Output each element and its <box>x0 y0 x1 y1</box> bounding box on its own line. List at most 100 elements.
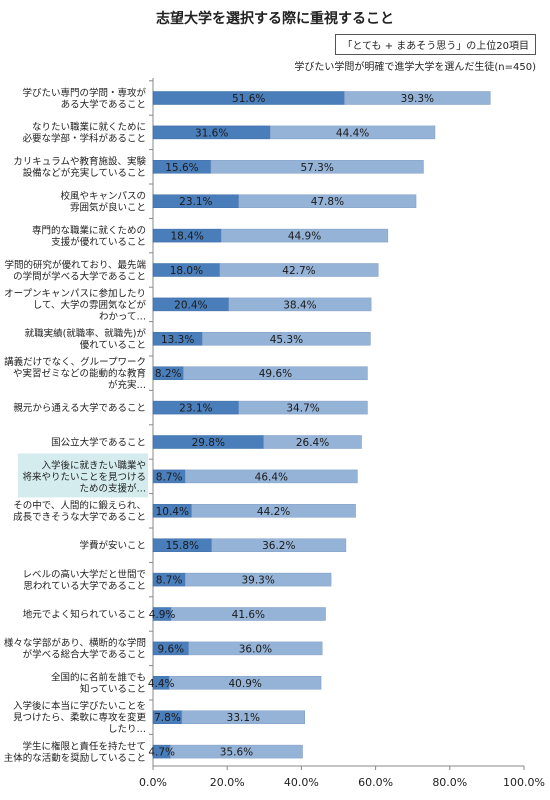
category-label: 国公立大学であること <box>51 437 146 449</box>
category-label: 入学後に就きたい職業や将来やりたいことを見つけるための支援が… <box>22 459 146 494</box>
category-label: 入学後に本当に学びたいことを見つけたら、柔軟に専攻を変更したり… <box>13 700 147 735</box>
data-label-totemo: 51.6% <box>232 93 265 105</box>
category-label-line: 様々な学部があり、横断的な学問 <box>4 637 146 649</box>
category-label-line: 入学後に就きたい職業や <box>41 459 146 471</box>
x-tick-label: 100.0% <box>503 776 545 789</box>
x-tick-label: 60.0% <box>358 776 393 789</box>
data-label-maa: 57.3% <box>300 162 333 174</box>
data-label-maa: 33.1% <box>227 712 260 724</box>
bar-maa <box>181 710 305 724</box>
category-label-line: 主体的な活動を奨励していること <box>4 752 146 764</box>
x-tick-label: 40.0% <box>284 776 319 789</box>
category-label-line: 学費が安いこと <box>79 540 146 552</box>
data-label-totemo: 20.4% <box>174 299 207 311</box>
bar-maa <box>169 676 322 690</box>
data-label-totemo: 31.6% <box>195 127 228 139</box>
data-label-maa: 34.7% <box>286 403 319 415</box>
category-label: オープンキャンパスに参加したりして、大学の雰囲気などがわかって… <box>4 287 146 322</box>
bar-maa <box>219 263 379 277</box>
data-label-maa: 46.4% <box>255 471 288 483</box>
category-label-line: 親元から通える大学であること <box>13 402 146 414</box>
category-label-line: 学問的研究が優れており、最先端 <box>4 259 146 271</box>
data-label-maa: 36.2% <box>262 540 295 552</box>
category-label-line: わかって… <box>99 311 146 322</box>
data-label-totemo: 18.4% <box>170 231 203 243</box>
category-label-line: して、大学の雰囲気などが <box>33 299 147 311</box>
bar-maa <box>344 91 491 105</box>
bar-maa <box>170 607 326 621</box>
bar-maa <box>211 538 347 552</box>
data-label-totemo: 7.8% <box>154 712 181 724</box>
x-tick-label: 20.0% <box>210 776 245 789</box>
category-label: 校風やキャンパスの雰囲気が良いこと <box>60 190 146 214</box>
chart-title: 志望大学を選択する際に重視すること <box>156 11 394 27</box>
data-label-maa: 38.4% <box>283 299 316 311</box>
category-label-line: の学問が学べる大学であること <box>13 270 146 282</box>
data-label-totemo: 18.0% <box>170 265 203 277</box>
x-tick-label: 80.0% <box>432 776 467 789</box>
category-label-line: 必要な学部・学科があること <box>22 133 146 145</box>
category-label-line: 支援が優れていること <box>51 236 146 248</box>
bar-maa <box>238 194 417 208</box>
category-label-line: ある大学であること <box>61 98 146 110</box>
data-label-totemo: 15.8% <box>166 540 199 552</box>
category-label: 学費が安いこと <box>79 540 146 552</box>
category-label-line: 優れていること <box>80 339 146 351</box>
category-label-line: 入学後に本当に学びたいことを <box>13 700 146 712</box>
data-label-totemo: 9.6% <box>157 643 184 655</box>
category-label-line: 就職実績(就職率、就職先)が <box>25 328 147 340</box>
category-label: 様々な学部があり、横断的な学問が学べる総合大学であること <box>4 637 146 661</box>
bar-maa <box>191 504 356 518</box>
category-label-line: 設備などが充実していること <box>23 167 146 179</box>
bar-maa <box>183 366 368 380</box>
data-label-maa: 47.8% <box>311 196 344 208</box>
category-label-line: 全国的に名前を誰でも <box>51 672 146 684</box>
category-label-line: が充実… <box>108 379 146 391</box>
category-label-line: その中で、人間的に鍛えられ、 <box>13 500 146 512</box>
data-label-maa: 44.9% <box>288 231 321 243</box>
data-label-maa: 42.7% <box>282 265 315 277</box>
bar-maa <box>202 332 371 346</box>
category-label-line: 国公立大学であること <box>51 437 146 449</box>
data-label-totemo: 23.1% <box>179 196 212 208</box>
category-label-line: 成長できそうな大学であること <box>13 511 146 523</box>
category-label: レベルの高い大学だと世間で思われている大学であること <box>22 568 146 592</box>
data-label-totemo: 4.9% <box>149 609 176 621</box>
data-label-maa: 49.6% <box>259 368 292 380</box>
data-label-maa: 36.0% <box>239 643 272 655</box>
bar-maa <box>210 160 424 174</box>
category-label: なりたい職業に就くために必要な学部・学科があること <box>22 121 146 145</box>
category-label: 講義だけでなく、グループワークや実習ゼミなどの能動的な教育が充実… <box>4 356 146 391</box>
data-label-maa: 35.6% <box>220 747 253 759</box>
data-label-totemo: 15.6% <box>165 162 198 174</box>
bar-maa <box>170 744 303 759</box>
bar-maa <box>185 572 332 587</box>
category-label-line: ための支援が… <box>79 482 146 494</box>
bar-maa <box>263 435 362 449</box>
category-label: 親元から通える大学であること <box>13 402 146 414</box>
bar-maa <box>228 297 372 312</box>
data-label-maa: 44.4% <box>336 127 369 139</box>
category-label: 学問的研究が優れており、最先端の学問が学べる大学であること <box>4 259 146 283</box>
bar-maa <box>238 400 368 415</box>
bar-maa <box>269 125 436 140</box>
data-label-maa: 26.4% <box>296 437 329 449</box>
top20-badge: 「とても + まあそう思う」の上位20項目 <box>335 34 536 55</box>
data-label-totemo: 4.4% <box>148 678 175 690</box>
category-label-line: 校風やキャンパスの <box>60 190 146 202</box>
category-label: その中で、人間的に鍛えられ、成長できそうな大学であること <box>13 500 146 524</box>
category-label-line: 雰囲気が良いこと <box>70 201 146 213</box>
category-label: 地元でよく知られていること <box>23 609 146 621</box>
data-label-maa: 44.2% <box>257 506 290 518</box>
data-label-totemo: 10.4% <box>156 506 189 518</box>
data-label-totemo: 8.7% <box>156 471 183 483</box>
x-tick-label: 0.0% <box>139 776 167 789</box>
category-label: 学生に権限と責任を持たせて主体的な活動を奨励していること <box>4 740 146 764</box>
bar-maa <box>221 228 389 243</box>
category-label-line: 将来やりたいことを見つける <box>22 472 146 483</box>
data-label-totemo: 29.8% <box>192 437 225 449</box>
category-label-line: したり… <box>108 724 146 735</box>
category-label-line: 学びたい専門の学問・専攻が <box>22 87 146 99</box>
category-label: 全国的に名前を誰でも知っていること <box>51 672 146 696</box>
